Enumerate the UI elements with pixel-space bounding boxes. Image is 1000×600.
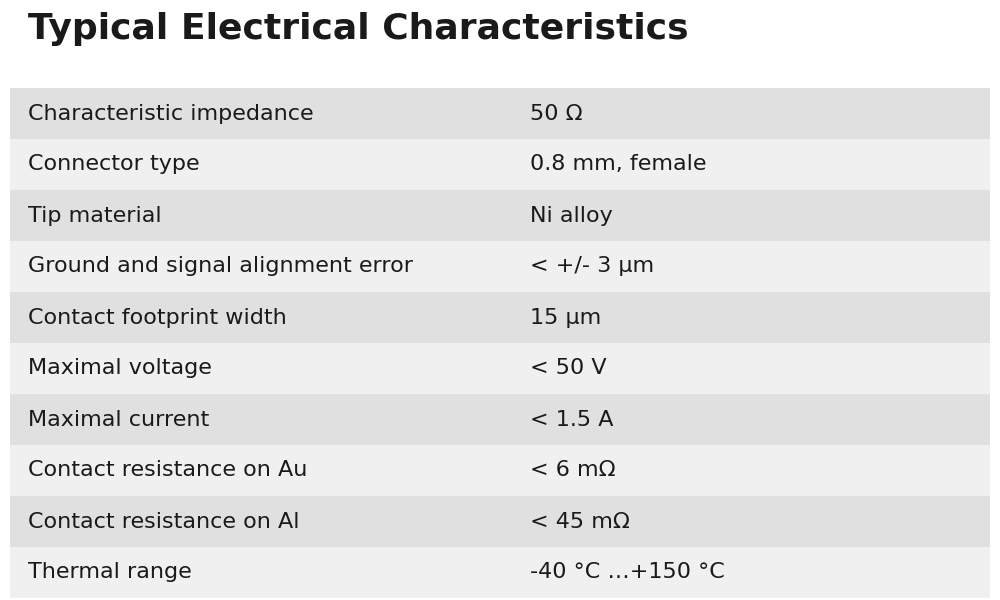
Text: Thermal range: Thermal range	[28, 563, 192, 583]
Text: Contact resistance on Al: Contact resistance on Al	[28, 511, 300, 532]
Text: Tip material: Tip material	[28, 205, 162, 226]
Bar	[10, 88, 990, 139]
Text: Typical Electrical Characteristics: Typical Electrical Characteristics	[28, 12, 689, 46]
Text: 0.8 mm, female: 0.8 mm, female	[530, 154, 706, 175]
Text: < 45 mΩ: < 45 mΩ	[530, 511, 630, 532]
Bar	[10, 241, 990, 292]
Bar	[10, 445, 990, 496]
Text: Connector type: Connector type	[28, 154, 200, 175]
Bar	[10, 394, 990, 445]
Text: Maximal current: Maximal current	[28, 409, 209, 430]
Text: -40 °C …+150 °C: -40 °C …+150 °C	[530, 563, 725, 583]
Bar	[10, 139, 990, 190]
Bar	[10, 496, 990, 547]
Bar	[10, 547, 990, 598]
Text: < +/- 3 μm: < +/- 3 μm	[530, 257, 654, 277]
Text: Ni alloy: Ni alloy	[530, 205, 613, 226]
Bar	[10, 343, 990, 394]
Text: 50 Ω: 50 Ω	[530, 103, 583, 124]
Text: Contact resistance on Au: Contact resistance on Au	[28, 461, 307, 481]
Text: Ground and signal alignment error: Ground and signal alignment error	[28, 257, 413, 277]
Bar	[10, 190, 990, 241]
Text: < 6 mΩ: < 6 mΩ	[530, 461, 616, 481]
Text: Contact footprint width: Contact footprint width	[28, 307, 287, 328]
Text: 15 μm: 15 μm	[530, 307, 601, 328]
Text: < 1.5 A: < 1.5 A	[530, 409, 614, 430]
Bar	[10, 292, 990, 343]
Text: Maximal voltage: Maximal voltage	[28, 358, 212, 379]
Text: Characteristic impedance: Characteristic impedance	[28, 103, 314, 124]
Text: < 50 V: < 50 V	[530, 358, 607, 379]
